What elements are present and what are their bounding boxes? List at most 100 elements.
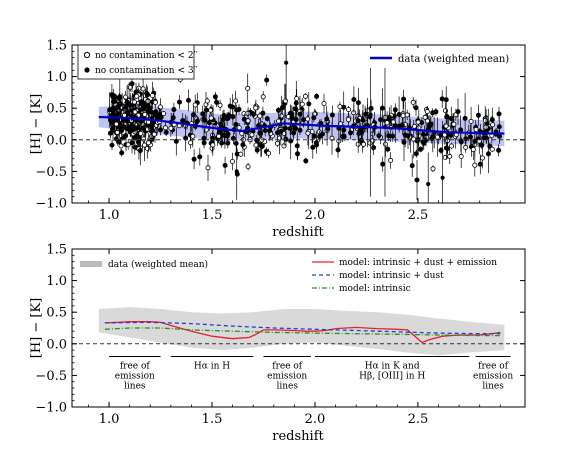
filled-data-point (414, 177, 420, 183)
open-data-point (276, 118, 282, 124)
top-marker-legend: no contamination < 2′′ no contamination … (77, 44, 198, 80)
open-data-point (278, 113, 284, 119)
filled-data-point (455, 109, 461, 115)
filled-data-point (132, 134, 138, 140)
filled-data-point (430, 110, 436, 116)
filled-data-point (225, 140, 231, 146)
filled-data-point (311, 115, 317, 121)
top-x-ticks: 1.0 1.5 2.0 2.5 (88, 45, 501, 223)
open-data-point (361, 141, 367, 147)
open-data-point (229, 158, 235, 164)
filled-data-point (171, 107, 177, 113)
open-data-point (118, 132, 124, 138)
model-line-2 (104, 327, 501, 337)
open-data-point (355, 141, 361, 147)
open-data-point (305, 130, 311, 136)
open-data-point (157, 104, 163, 110)
open-data-point (114, 129, 120, 135)
bottom-y-ticks: −1.0 −0.5 0.0 0.5 1.0 1.5 (35, 243, 525, 416)
open-data-point (190, 133, 196, 139)
filled-data-point (347, 130, 353, 136)
open-data-point (121, 112, 127, 118)
filled-data-point (293, 100, 299, 106)
open-data-point (135, 112, 141, 118)
open-data-point (134, 93, 140, 99)
open-data-point (410, 99, 416, 105)
open-data-point (443, 123, 449, 129)
open-data-point (260, 94, 266, 100)
filled-data-point (297, 111, 303, 117)
filled-data-point (485, 151, 491, 157)
bottom-emission-regions: free of emission lines Hα in H free of emissi… (109, 355, 513, 391)
filled-data-point (300, 117, 306, 123)
filled-data-point (185, 97, 191, 103)
filled-data-point (217, 129, 223, 135)
open-data-point (424, 118, 430, 124)
open-data-point (208, 115, 214, 121)
filled-data-point (360, 117, 366, 123)
filled-data-point (125, 118, 131, 124)
filled-data-point (368, 112, 373, 117)
open-data-point (249, 132, 255, 138)
open-data-point (404, 112, 410, 118)
filled-data-point (396, 112, 402, 118)
legend-filled-label: no contamination < 3′′ (95, 66, 198, 76)
open-data-point (468, 118, 474, 124)
top-y-tick-label: 0.5 (46, 102, 67, 117)
open-data-point (415, 119, 421, 125)
filled-data-point (355, 100, 361, 106)
open-data-point (321, 101, 327, 107)
filled-data-point (351, 97, 357, 103)
filled-data-point (180, 118, 186, 124)
filled-data-point (496, 111, 502, 117)
filled-data-point (427, 123, 433, 129)
filled-data-point (496, 124, 502, 130)
filled-data-point (385, 146, 391, 152)
filled-data-point (127, 102, 133, 108)
open-data-point (151, 131, 157, 137)
open-data-point (294, 96, 300, 102)
open-data-point (245, 85, 251, 91)
filled-data-point (257, 130, 263, 136)
open-data-point (458, 153, 464, 159)
bottom-y-tick-label: 0.5 (46, 306, 67, 321)
open-data-point (434, 134, 440, 140)
open-circle-marker (83, 51, 91, 59)
filled-data-point (132, 144, 138, 150)
open-data-point (245, 118, 251, 124)
filled-data-point (420, 131, 426, 137)
open-data-point (204, 98, 210, 104)
open-data-point (490, 122, 496, 128)
filled-data-point (191, 156, 197, 162)
open-data-point (238, 151, 244, 157)
filled-data-point (141, 104, 147, 110)
filled-data-point (355, 118, 361, 124)
filled-data-point (234, 169, 239, 174)
filled-data-point (292, 125, 298, 131)
region-label: free of emission lines (267, 361, 307, 391)
filled-data-point (443, 97, 449, 103)
open-data-point (162, 125, 168, 131)
filled-data-point (176, 99, 182, 105)
filled-circle-marker (84, 67, 90, 73)
filled-data-point (129, 81, 135, 87)
filled-data-point (117, 124, 123, 130)
open-data-point (123, 94, 129, 100)
bottom-x-ticks: 1.0 1.5 2.0 2.5 (88, 249, 501, 427)
open-data-point (489, 146, 495, 152)
top-y-ticks: −1.0 −0.5 0.0 0.5 1.0 1.5 (35, 39, 525, 212)
filled-data-point (110, 111, 116, 117)
open-data-point (142, 112, 148, 118)
open-data-point (430, 166, 436, 172)
filled-data-point (399, 122, 405, 128)
bottom-legend: data (weighted mean) model: intrinsic + … (80, 258, 497, 294)
top-line-legend: data (weighted mean) (365, 48, 523, 68)
top-x-tick-label: 1.5 (202, 208, 223, 223)
filled-data-point (306, 101, 312, 107)
top-y-tick-label: −0.5 (35, 165, 67, 180)
filled-data-point (418, 146, 424, 152)
open-data-point (233, 98, 239, 104)
open-data-point (118, 143, 124, 149)
filled-data-point (438, 147, 444, 153)
bottom-model-lines (104, 321, 501, 344)
